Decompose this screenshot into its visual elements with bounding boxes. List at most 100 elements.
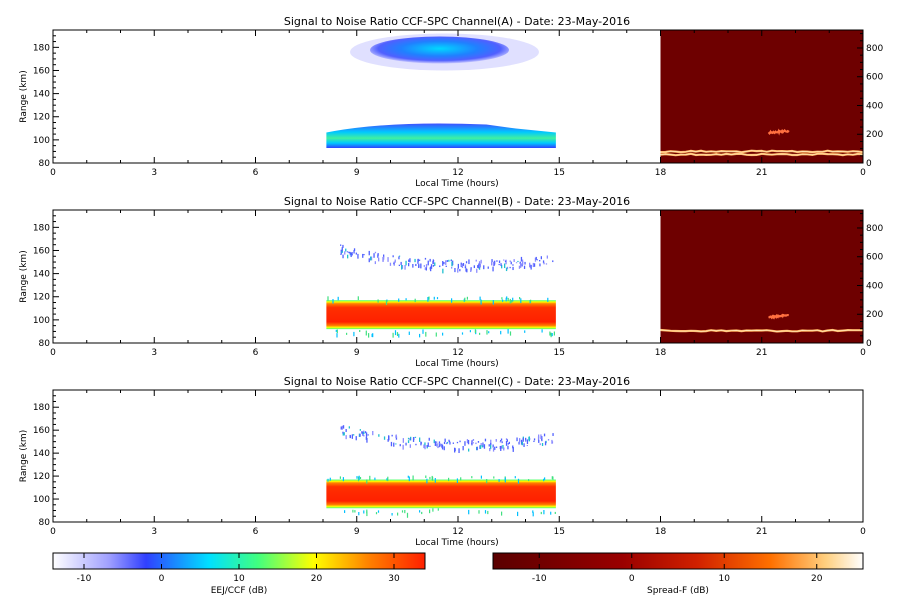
speckle [427,442,429,447]
speckle [342,425,345,429]
speckle [348,251,350,254]
colorbar-tick-label: 10 [719,574,731,584]
speckle [553,331,555,336]
speckle [464,297,466,302]
speckle [532,262,534,268]
speckle [394,259,396,263]
speckle [546,255,548,259]
speckle [426,478,428,484]
speckle [539,443,541,446]
speckle [340,426,342,430]
speckle [429,476,431,480]
speckle [388,435,390,440]
speckle [483,444,486,449]
speckle [405,298,407,301]
speckle [481,445,483,448]
x-tick-label: 15 [554,348,565,358]
speckle [445,260,447,265]
speckle [501,264,503,269]
x-tick-label: 15 [554,168,565,178]
speckle [530,299,532,303]
speckle [437,446,439,449]
speckle [424,267,426,270]
speckle [471,440,473,445]
speckle [339,476,341,479]
speckle [418,265,420,267]
speckle [358,512,360,516]
speckle [487,266,489,269]
speckle [464,441,466,446]
y-tick-label: 120 [33,113,50,123]
x-tick-label: 18 [655,168,667,178]
speckle [519,261,521,264]
speckle [382,257,384,262]
speckle [427,260,429,266]
speckle [392,332,394,338]
speckle [424,442,426,446]
speckle [442,261,444,266]
speckle [449,442,451,445]
x-tick-label: 21 [756,527,767,537]
speckle [486,479,488,484]
speckle [520,298,522,304]
speckle [506,296,508,300]
speckle [436,441,438,444]
speckle [500,445,503,449]
speckle [420,441,422,446]
speckle [406,512,409,518]
speckle [363,435,365,437]
speckle [407,440,410,444]
speckle [451,298,453,303]
speckle [479,296,481,300]
colorbar-tick-label: 0 [629,574,635,584]
speckle [482,442,484,448]
speckle [428,437,430,441]
y-tick-label: 180 [33,403,50,413]
speckle [401,265,404,269]
speckle [396,332,399,336]
speckle [413,437,415,440]
speckle [533,263,536,267]
speckle [436,297,439,300]
speckle [500,440,502,442]
speckle [432,264,435,267]
speckle [432,476,434,481]
speckle [401,510,404,513]
spread-f-trace [768,313,790,320]
speckle [507,297,509,302]
speckle [510,261,512,265]
speckle [350,252,352,258]
speckle [501,297,503,300]
colorbar-tick-label: 20 [311,574,323,584]
speckle [429,445,431,447]
y-tick-label: 120 [33,472,50,482]
x-axis-label: Local Time (hours) [415,538,498,548]
speckle [456,441,459,444]
speckle [349,435,351,439]
speckle [489,448,491,452]
speckle [407,437,410,440]
speckle [441,443,443,448]
speckle [374,477,376,481]
speckle [412,475,414,481]
speckle [496,260,498,262]
speckle [366,479,368,484]
speckle [425,267,427,271]
speckle [483,265,485,270]
x-tick-label: 6 [253,527,259,537]
speckle [341,425,343,430]
speckle [488,444,490,447]
speckle [478,266,481,270]
speckle [433,296,435,300]
speckle [405,442,407,446]
speckle [508,441,510,444]
y-tick-label: 80 [39,518,51,528]
speckle [543,433,546,437]
colorbar-tick-label: 10 [233,574,245,584]
speckle [409,444,411,448]
speckle [493,476,495,479]
speckle [451,261,453,267]
speckle [358,475,360,480]
speckle [552,433,554,436]
